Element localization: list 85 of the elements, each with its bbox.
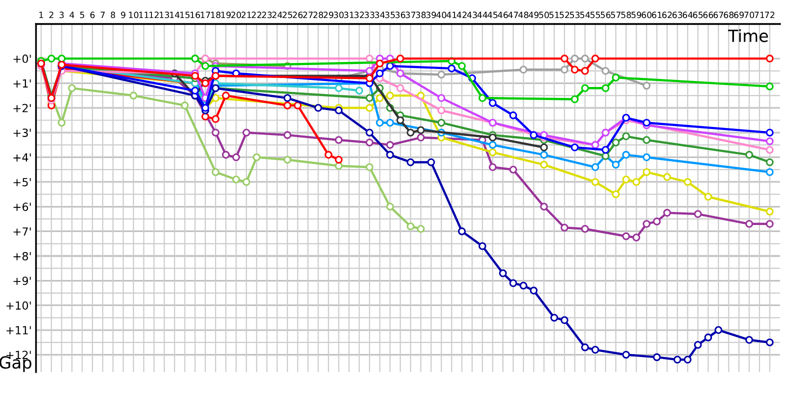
x-tick-label: 19 [221,12,231,18]
x-tick-label: 52 [560,12,570,18]
x-tick-label: 9 [121,12,126,18]
x-tick-label: 60 [642,12,652,18]
x-tick-label: 15 [180,12,190,18]
x-tick-label: 17 [200,12,210,18]
x-tick-label: 71 [754,12,764,18]
x-tick-label: 2 [49,12,54,18]
x-tick-label: 44 [477,12,488,18]
x-tick-label: 51 [549,12,559,18]
x-tick-label: 58 [621,12,631,18]
x-tick-label: 39 [426,12,436,18]
y-tick-label: +4' [14,153,31,162]
x-tick-label: 40 [436,12,446,18]
x-tick-label: 55 [590,12,600,18]
y-tick-label: +9' [14,276,31,286]
x-tick-label: 11 [139,12,148,18]
x-tick-label: 62 [662,12,672,18]
x-tick-label: 45 [488,12,498,18]
x-tick-label: 25 [282,12,292,18]
x-tick-label: 57 [610,12,621,18]
x-tick-label: 43 [467,12,477,18]
x-tick-label: 22 [252,12,262,18]
x-tick-label: 3 [60,12,64,18]
x-tick-label: 48 [518,12,528,18]
x-tick-label: 26 [292,12,303,18]
x-tick-label: 4 [70,12,74,18]
y-tick-label: +7' [14,227,31,236]
x-tick-label: 72 [764,12,774,18]
x-tick-label: 14 [170,12,180,18]
x-tick-label: 53 [570,12,580,18]
x-tick-label: 70 [744,12,754,18]
y-tick-label: +2' [14,104,31,112]
x-tick-label: 28 [313,12,324,18]
x-tick-label: 20 [231,12,242,18]
x-tick-label: 31 [344,12,354,18]
x-tick-label: 59 [632,12,642,18]
x-tick-label: 8 [110,12,116,18]
x-tick-label: 30 [334,12,344,18]
y-tick-label: +5' [14,178,31,186]
y-tick-label: +6' [14,202,31,212]
y-tick-label: +11' [6,326,31,334]
x-tick-label: 10 [128,12,138,18]
x-tick-label: 23 [262,12,272,18]
x-tick-label: 56 [600,12,610,18]
x-tick-label: 41 [446,12,456,18]
x-tick-label: 54 [580,12,590,18]
x-axis-title: Time [728,29,768,42]
x-tick-label: 61 [652,12,662,18]
x-tick-label: 42 [456,12,466,18]
x-tick-label: 24 [272,12,282,18]
x-tick-label: 36 [395,12,406,18]
x-tick-label: 33 [364,12,374,18]
y-tick-label: +3' [14,128,31,137]
x-tick-label: 50 [539,12,549,18]
x-tick-label: 46 [498,12,508,18]
x-tick-label: 5 [80,12,84,18]
x-tick-label: 63 [672,12,682,18]
y-tick-label: +0' [14,54,31,63]
x-tick-label: 27 [303,12,313,18]
x-tick-label: 7 [100,12,105,18]
x-tick-label: 35 [385,12,395,18]
x-tick-label: 34 [374,12,385,18]
x-tick-label: 32 [354,12,364,18]
x-tick-label: 67 [714,12,724,18]
x-tick-label: 66 [703,12,714,18]
x-tick-label: 68 [724,12,734,18]
x-tick-label: 49 [528,12,539,18]
x-tick-label: 6 [90,12,95,18]
x-tick-label: 47 [508,12,518,18]
y-tick-label: +8' [14,252,31,260]
x-tick-label: 18 [211,12,220,18]
x-tick-label: 37 [406,12,416,18]
x-tick-label: 13 [160,12,170,18]
x-tick-label: 1 [39,12,44,18]
x-tick-label: 65 [693,12,703,18]
y-tick-label: +1' [14,79,31,88]
x-tick-label: 69 [734,12,744,18]
x-tick-label: 21 [242,12,252,18]
x-tick-label: 16 [190,12,200,18]
y-tick-label: +10' [6,301,31,310]
x-tick-label: 38 [416,12,426,18]
x-tick-label: 64 [682,12,693,18]
x-tick-label: 12 [149,12,159,18]
x-tick-label: 29 [324,12,334,18]
